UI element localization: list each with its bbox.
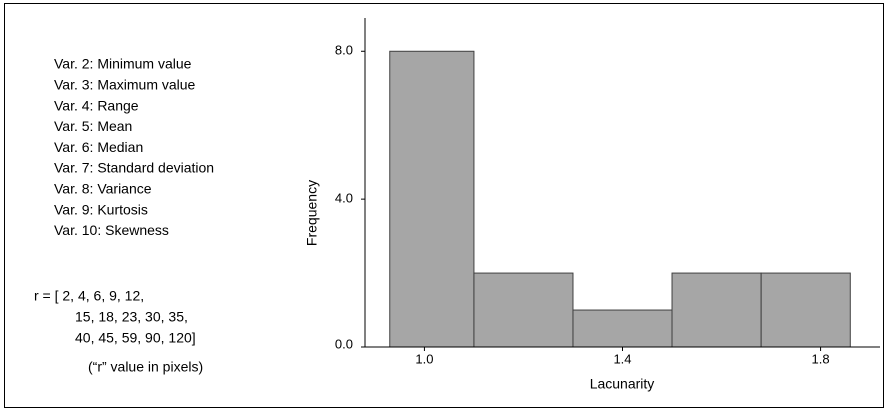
bar xyxy=(572,309,673,348)
note-line: 40, 45, 59, 90, 120] xyxy=(75,330,196,346)
y-tick-label: 4.0 xyxy=(335,191,353,206)
variable-item: Var. 6: Median xyxy=(54,139,143,155)
bar xyxy=(671,272,762,348)
bar xyxy=(473,272,574,348)
note-line: (“r” value in pixels) xyxy=(88,359,203,375)
x-axis-label: Lacunarity xyxy=(590,376,655,392)
x-tick-label: 1.4 xyxy=(613,351,631,366)
y-tick-label: 0.0 xyxy=(335,336,353,351)
variable-item: Var. 8: Variance xyxy=(54,181,152,197)
bar xyxy=(760,272,851,348)
variable-item: Var. 2: Minimum value xyxy=(54,56,192,72)
variable-item: Var. 3: Maximum value xyxy=(54,77,196,93)
x-tick-label: 1.8 xyxy=(812,351,830,366)
variable-item: Var. 10: Skewness xyxy=(54,222,169,238)
variable-item: Var. 5: Mean xyxy=(54,118,132,134)
note-line: r = [ 2, 4, 6, 9, 12, xyxy=(34,288,144,304)
note-line: 15, 18, 23, 30, 35, xyxy=(75,309,188,325)
variable-item: Var. 4: Range xyxy=(54,97,139,113)
variable-item: Var. 7: Standard deviation xyxy=(54,160,214,176)
variable-item: Var. 9: Kurtosis xyxy=(54,201,148,217)
y-tick-label: 8.0 xyxy=(335,43,353,58)
bar xyxy=(389,50,475,348)
y-axis-label: Frequency xyxy=(304,180,320,246)
x-tick-label: 1.0 xyxy=(415,351,433,366)
